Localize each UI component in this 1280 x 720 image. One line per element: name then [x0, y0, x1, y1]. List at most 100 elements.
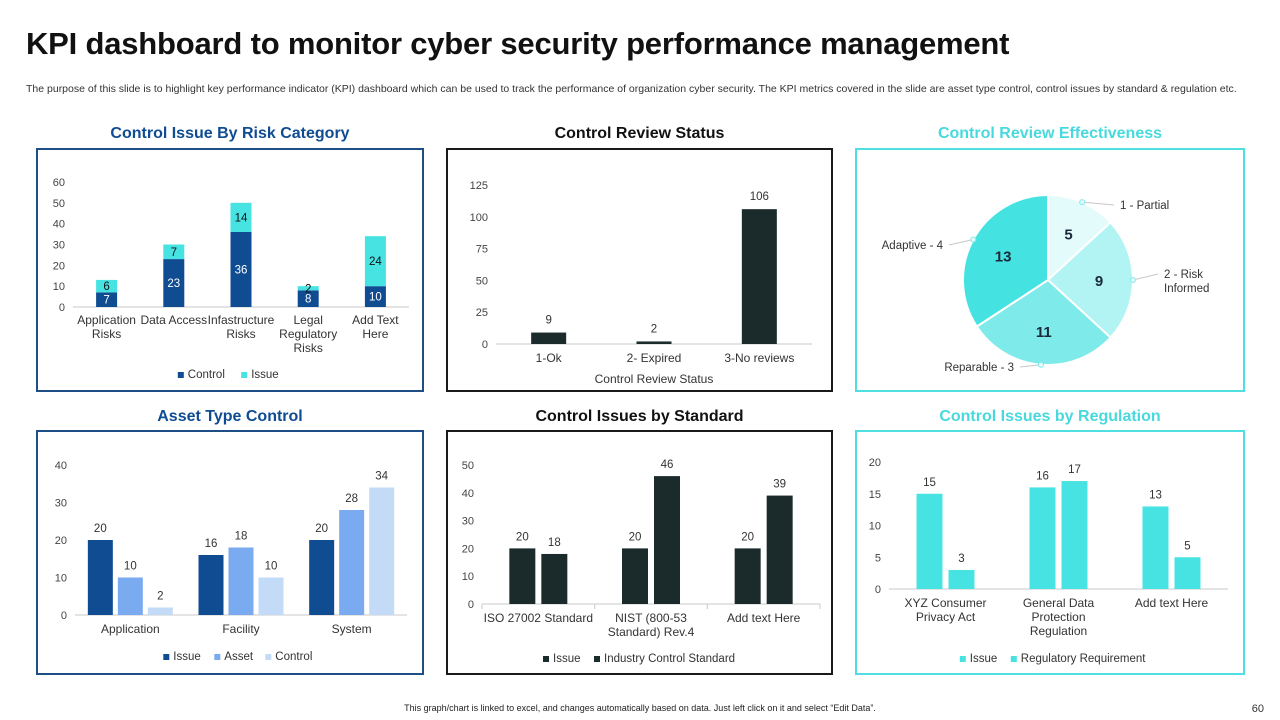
risk-data-label: 23: [167, 278, 180, 290]
regulation-bar: [1174, 557, 1201, 589]
review-data-label: 9: [545, 315, 551, 327]
standard-category-label: Add text Here: [727, 611, 801, 625]
review-x-axis-title: Control Review Status: [595, 372, 714, 386]
pie-leader-line: [1019, 364, 1042, 368]
risk-bar-issue: [96, 279, 118, 293]
asset-chart-title: Asset Type Control: [157, 408, 303, 425]
standard-chart: 0 10 20 30 40 50 20 18 ISO 27002 Standard 20 46 NIS…: [462, 459, 821, 665]
regulation-bar: [1029, 487, 1056, 589]
standard-y-tick: 50: [462, 460, 474, 472]
regulation-category-label: Add text Here: [1135, 596, 1209, 610]
review-bar: [636, 341, 672, 344]
standard-y-tick: 40: [462, 488, 474, 500]
standard-y-tick: 30: [462, 516, 474, 528]
asset-data-label: 10: [265, 561, 278, 573]
risk-category-label: Infastructure Risks: [208, 313, 275, 341]
regulation-category-label: General Data Protection Regulation: [1023, 596, 1095, 638]
risk-legend-label: Issue: [251, 369, 279, 381]
review-y-tick: 75: [476, 244, 488, 256]
asset-y-tick: 30: [55, 498, 67, 510]
asset-bar: [147, 607, 173, 615]
asset-bar: [369, 487, 395, 615]
standard-category-label: NIST (800-53 Standard) Rev.4: [608, 611, 695, 639]
pie-category-label: Adaptive - 4: [882, 240, 944, 252]
regulation-y-tick: 15: [869, 489, 881, 501]
risk-bar-issue: [297, 286, 319, 291]
asset-legend-label: Control: [275, 651, 312, 663]
review-bar: [531, 332, 567, 344]
review-category-label: 3-No reviews: [724, 351, 794, 365]
regulation-bar: [1061, 481, 1088, 589]
standard-bar: [766, 495, 793, 604]
review-data-label: 106: [750, 191, 769, 203]
effectiveness-chart: 5 1 - Partial 9 2 - Risk Informed 11 Reparable…: [882, 193, 1209, 374]
asset-y-tick: 10: [55, 573, 67, 585]
asset-legend-swatch: [265, 654, 272, 660]
standard-chart-title: Control Issues by Standard: [535, 408, 744, 425]
standard-legend-label: Industry Control Standard: [604, 653, 735, 665]
risk-y-tick: 50: [53, 198, 65, 210]
asset-y-tick: 40: [55, 460, 67, 472]
risk-category-label: Add Text Here: [352, 313, 399, 341]
regulation-chart: 0 5 10 15 20 15 3 XYZ Consumer Privacy Act 16 17 Ge…: [869, 457, 1228, 665]
standard-data-label: 46: [661, 459, 674, 471]
risk-chart: 0 10 20 30 40 50 60 7 6 Application Risks 23 7 Data A…: [53, 177, 409, 381]
pie-category-label: 1 - Partial: [1120, 200, 1169, 212]
asset-legend-label: Issue: [173, 651, 201, 663]
regulation-y-tick: 5: [875, 552, 881, 564]
standard-bar: [541, 553, 568, 604]
effectiveness-chart-panel: 5 1 - Partial 9 2 - Risk Informed 11 Reparable…: [855, 148, 1245, 392]
asset-bar: [309, 540, 335, 615]
pie-leader-dot: [1037, 361, 1044, 368]
review-chart-panel: 0 25 50 75 100 125 9 1-Ok 2 2- Expired 106 3-No rev…: [446, 148, 833, 392]
review-y-tick: 100: [470, 212, 488, 224]
standard-data-label: 18: [548, 537, 561, 549]
standard-legend-swatch: [543, 656, 549, 662]
risk-bar-control: [230, 232, 252, 307]
pie-category-label: 2 - Risk Informed: [1164, 269, 1209, 295]
regulation-chart-title: Control Issues by Regulation: [939, 408, 1161, 425]
risk-y-tick: 0: [59, 302, 65, 314]
review-chart: 0 25 50 75 100 125 9 1-Ok 2 2- Expired 106 3-No rev…: [470, 180, 812, 386]
pie-value-label: 5: [1064, 226, 1072, 243]
regulation-y-tick: 10: [869, 521, 881, 533]
asset-legend-label: Asset: [224, 651, 254, 663]
risk-chart-title: Control Issue By Risk Category: [110, 125, 350, 142]
asset-data-label: 28: [345, 493, 358, 505]
asset-y-tick: 0: [61, 610, 67, 622]
regulation-y-tick: 20: [869, 457, 881, 469]
standard-data-label: 20: [629, 531, 642, 543]
risk-chart-panel: 0 10 20 30 40 50 60 7 6 Application Risks 23 7 Data A…: [36, 148, 424, 392]
standard-y-tick: 20: [462, 543, 474, 555]
asset-y-tick: 20: [55, 535, 67, 547]
review-category-label: 2- Expired: [627, 351, 682, 365]
pie-leader-dot: [970, 236, 977, 243]
regulation-data-label: 5: [1184, 540, 1190, 552]
asset-data-label: 10: [124, 561, 137, 573]
footer-note: This graph/chart is linked to excel, and…: [404, 703, 876, 713]
risk-data-label: 7: [103, 295, 109, 307]
risk-data-label: 10: [369, 292, 382, 304]
effectiveness-chart-title: Control Review Effectiveness: [937, 125, 1163, 142]
asset-category-label: System: [332, 622, 372, 636]
asset-category-label: Application: [101, 622, 160, 636]
page-number: 60: [1251, 703, 1264, 715]
asset-legend-swatch: [214, 654, 221, 660]
standard-legend-swatch: [594, 656, 600, 662]
regulation-legend-swatch: [959, 656, 966, 662]
page-subtitle: The purpose of this slide is to highligh…: [26, 83, 1237, 95]
risk-data-label: 6: [103, 281, 109, 293]
standard-data-label: 20: [516, 531, 529, 543]
risk-category-label: Application Risks: [77, 313, 136, 341]
risk-data-label: 36: [235, 265, 248, 277]
regulation-y-tick: 0: [875, 584, 881, 596]
regulation-data-label: 16: [1036, 470, 1049, 482]
asset-chart-panel: 0 10 20 30 40 20 10 2 Application 16 18 10 Facility 2…: [36, 430, 424, 675]
asset-data-label: 18: [235, 531, 248, 543]
asset-bar: [87, 540, 113, 615]
regulation-legend-swatch: [1010, 656, 1017, 662]
regulation-data-label: 3: [958, 553, 964, 565]
risk-bar-control: [364, 286, 386, 307]
standard-category-label: ISO 27002 Standard: [484, 611, 593, 625]
pie-value-label: 11: [1036, 324, 1052, 341]
